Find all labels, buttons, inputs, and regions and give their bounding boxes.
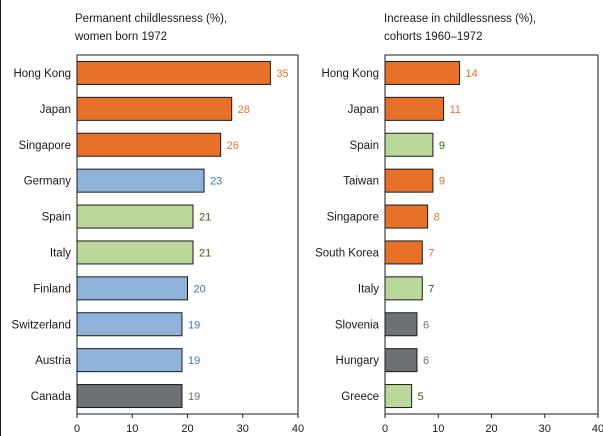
right-x-tick-label: 0	[382, 423, 388, 435]
right-bar	[384, 312, 418, 337]
right-value-label: 7	[428, 283, 434, 295]
left-bar	[76, 384, 183, 409]
left-value-label: 21	[199, 212, 211, 224]
right-bar	[384, 384, 413, 409]
right-x-tick-label: 20	[485, 423, 497, 435]
right-value-label: 6	[423, 319, 429, 331]
right-value-label: 9	[439, 176, 445, 188]
left-category-label: Finland	[33, 283, 71, 295]
right-value-label: 8	[434, 212, 440, 224]
right-category-label: Italy	[358, 283, 379, 295]
right-category-label: South Korea	[315, 247, 380, 259]
left-category-label: Singapore	[19, 140, 71, 152]
right-category-label: Hong Kong	[321, 68, 379, 80]
right-chart-title-line: Increase in childlessness (%),	[384, 13, 536, 25]
right-category-label: Spain	[350, 140, 379, 152]
left-value-label: 28	[238, 104, 250, 116]
left-value-label: 35	[276, 68, 288, 80]
left-value-label: 23	[210, 176, 222, 188]
left-bar	[76, 168, 205, 193]
right-value-label: 14	[466, 68, 478, 80]
left-bar	[76, 312, 183, 337]
left-category-label: Germany	[24, 176, 72, 188]
right-x-tick-label: 40	[592, 423, 603, 435]
right-x-tick-label: 30	[539, 423, 551, 435]
right-bar	[384, 132, 434, 157]
left-x-tick-label: 0	[74, 423, 80, 435]
right-bar	[384, 168, 434, 193]
left-category-label: Japan	[40, 104, 71, 116]
left-bar	[76, 96, 233, 121]
left-chart-panel: Permanent childlessness (%), women born 1…	[12, 13, 305, 435]
left-bar	[76, 132, 222, 157]
left-bar	[76, 276, 188, 301]
right-value-label: 11	[450, 104, 461, 116]
right-bar	[384, 348, 418, 373]
right-chart-title-line: cohorts 1960–1972	[384, 31, 482, 43]
left-value-label: 19	[188, 355, 200, 367]
left-value-label: 21	[199, 247, 211, 259]
right-bar	[384, 240, 423, 265]
left-x-tick-label: 10	[126, 423, 138, 435]
left-value-label: 20	[194, 283, 206, 295]
right-category-label: Slovenia	[335, 319, 380, 331]
left-category-label: Spain	[42, 212, 71, 224]
left-value-label: 19	[188, 391, 200, 403]
right-category-label: Greece	[341, 391, 379, 403]
left-value-label: 26	[227, 140, 239, 152]
right-category-label: Japan	[348, 104, 379, 116]
right-bar	[384, 60, 461, 85]
right-x-tick-label: 10	[432, 423, 444, 435]
left-x-tick-label: 40	[292, 423, 304, 435]
left-value-label: 19	[188, 319, 200, 331]
left-category-label: Canada	[31, 391, 72, 403]
right-category-label: Taiwan	[343, 176, 379, 188]
right-value-label: 5	[418, 391, 424, 403]
left-x-tick-label: 30	[237, 423, 249, 435]
left-category-label: Italy	[50, 247, 71, 259]
left-category-label: Austria	[35, 355, 71, 367]
left-x-tick-label: 20	[181, 423, 193, 435]
right-chart-panel: Increase in childlessness (%), cohorts 19…	[315, 13, 603, 435]
left-bar	[76, 240, 194, 265]
left-bar	[76, 60, 271, 85]
right-value-label: 6	[423, 355, 429, 367]
right-value-label: 7	[428, 247, 434, 259]
left-bar	[76, 204, 194, 229]
left-category-label: Hong Kong	[13, 68, 71, 80]
left-chart-title-line: women born 1972	[74, 31, 167, 43]
left-category-label: Switzerland	[12, 319, 71, 331]
right-bar	[384, 204, 429, 229]
right-category-label: Hungary	[336, 355, 380, 367]
right-bar	[384, 276, 423, 301]
left-bar	[76, 348, 183, 373]
right-category-label: Singapore	[327, 212, 379, 224]
right-value-label: 9	[439, 140, 445, 152]
right-bar	[384, 96, 445, 121]
left-chart-title-line: Permanent childlessness (%),	[75, 13, 227, 25]
